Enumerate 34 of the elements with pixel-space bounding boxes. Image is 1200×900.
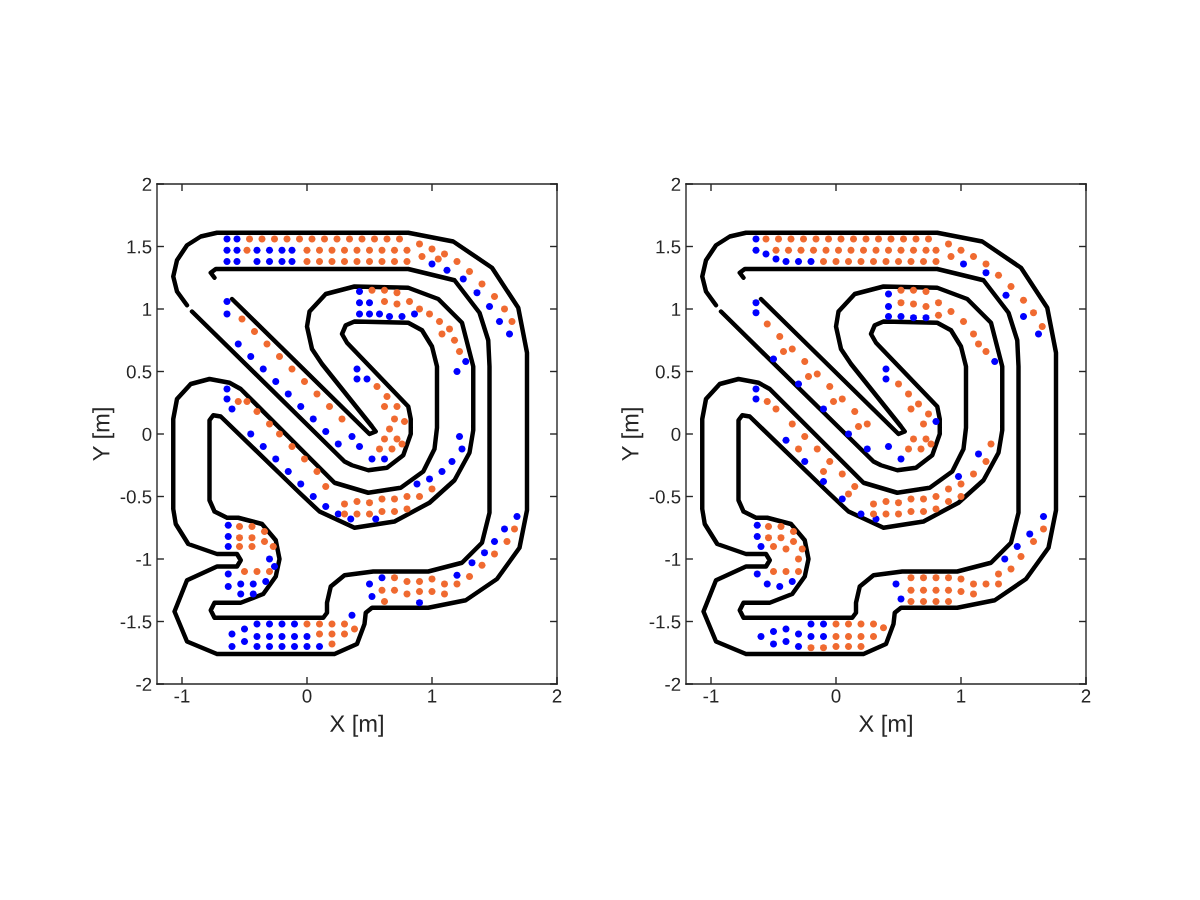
y-tick-label: 0.5 xyxy=(655,365,681,379)
y-tick-label: -2 xyxy=(665,677,681,691)
y-tick-label: 1 xyxy=(672,302,681,316)
x-tick-label: 0 xyxy=(831,689,841,703)
x-tick-label: -1 xyxy=(174,689,190,703)
x-axis-title: X [m] xyxy=(858,714,912,737)
y-tick-label: -1.5 xyxy=(120,615,152,629)
y-tick-label: -1.5 xyxy=(649,615,681,629)
y-tick-label: 1.5 xyxy=(656,240,681,254)
y-tick-label: -0.5 xyxy=(649,490,681,504)
line-series xyxy=(736,266,1021,620)
y-tick-label: -0.5 xyxy=(120,490,152,504)
x-tick-label: 0 xyxy=(302,689,312,703)
y-tick-label: -2 xyxy=(136,677,152,691)
y-tick-label: 1.5 xyxy=(127,240,152,254)
y-tick-label: 0 xyxy=(671,427,681,441)
line-series xyxy=(207,266,492,620)
x-tick-label: 2 xyxy=(552,689,562,703)
line-series xyxy=(700,230,1059,657)
line-series xyxy=(171,230,530,657)
x-axis-title: X [m] xyxy=(329,714,383,737)
y-tick-label: 2 xyxy=(671,177,681,191)
y-tick-label: 2 xyxy=(142,177,152,191)
y-tick-label: -1 xyxy=(136,552,152,566)
y-tick-label: 0.5 xyxy=(126,365,152,379)
x-tick-label: -1 xyxy=(703,689,719,703)
y-tick-label: -1 xyxy=(665,552,681,566)
x-tick-label: 1 xyxy=(957,689,966,703)
x-tick-label: 2 xyxy=(1081,689,1091,703)
y-axis-title: Y [m] xyxy=(92,408,115,461)
x-tick-label: 1 xyxy=(428,689,437,703)
y-tick-label: 1 xyxy=(143,302,152,316)
y-tick-label: 0 xyxy=(142,427,152,441)
y-axis-title: Y [m] xyxy=(621,408,644,461)
